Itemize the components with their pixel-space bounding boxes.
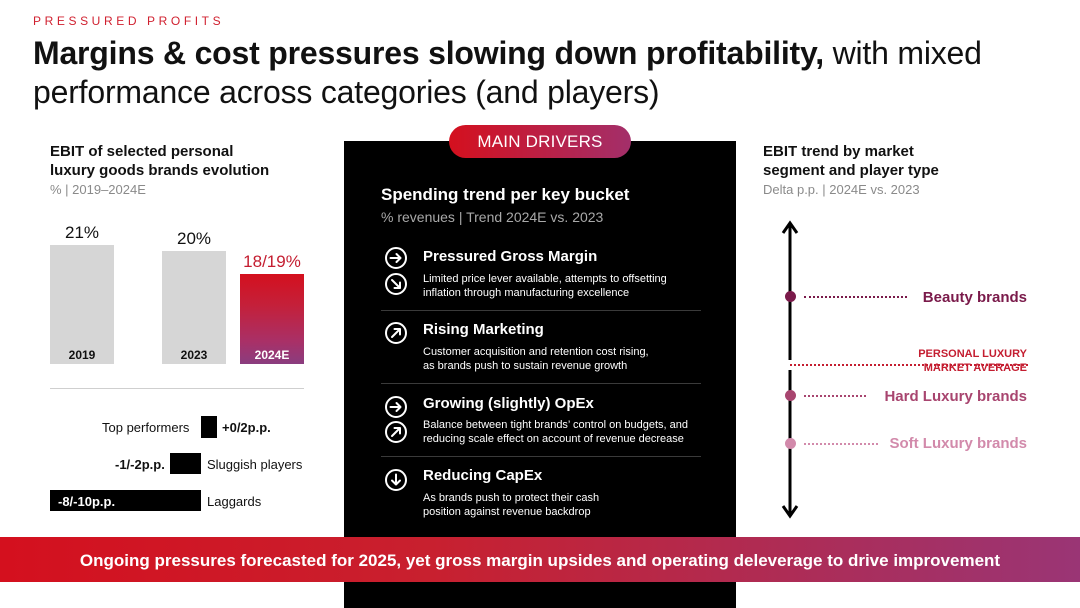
main-drivers-panel [344, 141, 736, 608]
arrow-up-right-icon [385, 421, 407, 443]
driver-heading: Reducing CapEx [423, 467, 543, 484]
driver-desc-line: Balance between tight brands’ control on… [423, 419, 688, 431]
driver-desc-line: inflation through manufacturing excellen… [423, 287, 630, 299]
banner-text: Ongoing pressures forecasted for 2025, y… [79, 551, 1001, 570]
driver-heading: Growing (slightly) OpEx [423, 395, 594, 412]
perf-value-sluggish: -1/-2p.p. [115, 457, 165, 472]
perf-value-top: +0/2p.p. [222, 420, 271, 435]
main-drivers-pill: MAIN DRIVERS [449, 125, 631, 158]
left-title-line1: EBIT of selected personal [50, 143, 234, 160]
page-title-rest: with mixed performance across categories… [33, 35, 982, 110]
segment-label-hard-luxury: Hard Luxury brands [884, 388, 1027, 405]
bar-value-label-highlight: 18/19% [243, 252, 301, 271]
left-section-title: EBIT of selected personal luxury goods b… [50, 142, 269, 180]
arrow-down-right-icon [385, 273, 407, 295]
segment-dotted-line [804, 395, 866, 397]
driver-desc-line: Limited price lever available, attempts … [423, 273, 667, 285]
driver-desc-line: reducing scale effect on account of reve… [423, 433, 684, 445]
segment-label-soft-luxury: Soft Luxury brands [889, 435, 1027, 452]
segment-dot-soft-luxury [785, 438, 796, 449]
driver-separator [381, 456, 701, 457]
market-average-label: PERSONAL LUXURY MARKET AVERAGE [918, 347, 1027, 375]
bar-category-label: 2019 [68, 348, 96, 362]
panel-subtitle: % revenues | Trend 2024E vs. 2023 [381, 209, 604, 225]
section-kicker: PRESSURED PROFITS [33, 14, 225, 28]
market-average-line2: MARKET AVERAGE [923, 362, 1027, 374]
market-average-line1: PERSONAL LUXURY [918, 348, 1027, 360]
bar-2024e: 2024E [240, 274, 304, 364]
driver-description: Customer acquisition and retention cost … [423, 345, 723, 373]
bar-2023: 2023 [162, 251, 226, 364]
driver-separator [381, 383, 701, 384]
driver-desc-line: Customer acquisition and retention cost … [423, 346, 649, 358]
perf-label-laggards: Laggards [207, 494, 262, 509]
segment-dotted-line [804, 296, 907, 298]
perf-bar-top [201, 416, 217, 438]
right-section-title: EBIT trend by market segment and player … [763, 142, 939, 180]
perf-bar-sluggish [170, 453, 201, 474]
arrow-right-icon [385, 247, 407, 269]
right-title-line2: segment and player type [763, 162, 939, 179]
left-title-line2: luxury goods brands evolution [50, 162, 270, 179]
chart-divider [50, 388, 304, 389]
segment-label-beauty: Beauty brands [922, 289, 1027, 306]
driver-heading: Pressured Gross Margin [423, 248, 598, 265]
left-section-subtitle: % | 2019–2024E [50, 182, 146, 197]
segment-dot-beauty [785, 291, 796, 302]
segment-dot-hard-luxury [785, 390, 796, 401]
arrow-up-right-icon [385, 322, 407, 344]
bottom-banner: Ongoing pressures forecasted for 2025, y… [0, 537, 1080, 582]
vertical-double-arrow [781, 220, 799, 519]
page-title: Margins & cost pressures slowing down pr… [33, 34, 1043, 112]
driver-heading: Rising Marketing [423, 321, 544, 338]
panel-title: Spending trend per key bucket [381, 185, 630, 204]
bar-value-label: 20% [176, 229, 212, 248]
driver-description: Limited price lever available, attempts … [423, 272, 723, 300]
arrow-down-icon [385, 469, 407, 491]
right-title-line1: EBIT trend by market [763, 143, 914, 160]
perf-bar-laggards [50, 490, 201, 511]
bar-category-label: 2023 [180, 348, 208, 362]
segment-dotted-line [804, 443, 878, 445]
driver-desc-line: As brands push to protect their cash [423, 492, 600, 504]
driver-separator [381, 310, 701, 311]
perf-label-sluggish: Sluggish players [207, 457, 303, 472]
driver-description: Balance between tight brands’ control on… [423, 418, 723, 446]
page-title-bold: Margins & cost pressures slowing down pr… [33, 35, 824, 71]
bar-2019: 2019 [50, 245, 114, 364]
right-section-subtitle: Delta p.p. | 2024E vs. 2023 [763, 182, 920, 197]
perf-value-laggards: -8/-10p.p. [58, 494, 116, 509]
perf-label-top: Top performers [102, 420, 190, 435]
market-average-line [790, 364, 1028, 366]
arrow-right-icon [385, 396, 407, 418]
driver-description: As brands push to protect their cash posi… [423, 491, 723, 519]
driver-desc-line: position against revenue backdrop [423, 506, 591, 518]
bar-value-label: 21% [64, 223, 100, 242]
bar-category-label: 2024E [254, 348, 290, 362]
driver-desc-line: as brands push to sustain revenue growth [423, 360, 628, 372]
